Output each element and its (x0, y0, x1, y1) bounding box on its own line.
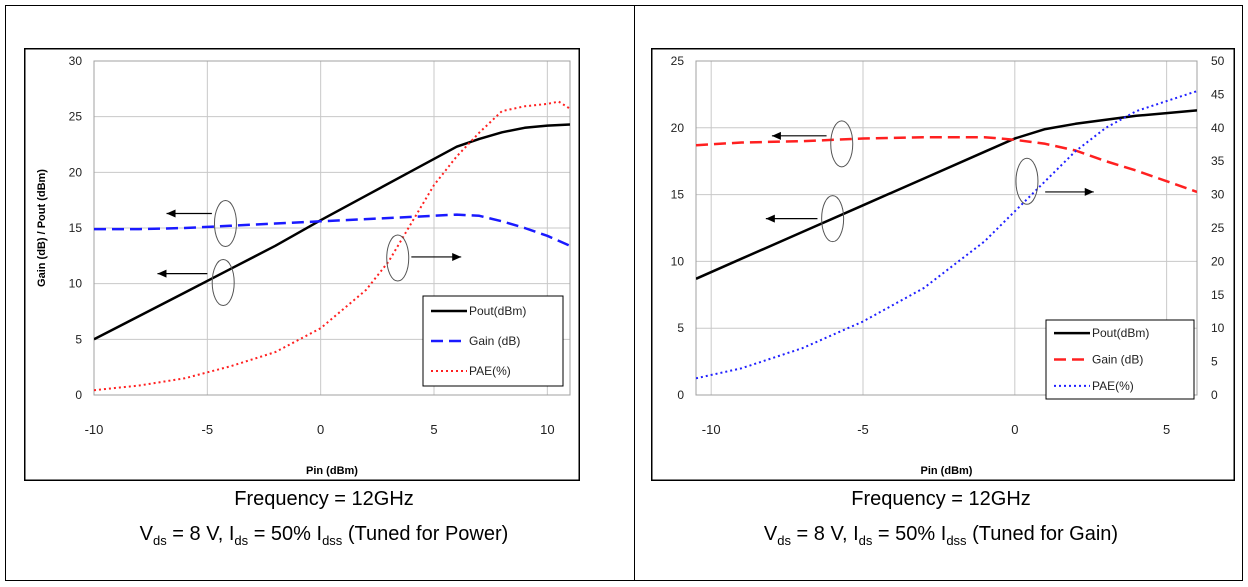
y-tick-label: 25 (69, 110, 83, 124)
caption-sub-idss: dss (322, 533, 343, 548)
legend-label: Gain (dB) (1092, 353, 1143, 367)
y2-tick-label: 10 (1211, 321, 1225, 335)
annotation-ellipse (821, 195, 845, 243)
x-tick-label: -10 (85, 422, 104, 437)
legend-label: PAE(%) (469, 364, 511, 378)
annotation-ellipse (213, 200, 237, 248)
table-divider (634, 5, 635, 581)
y2-tick-label: 30 (1211, 188, 1225, 202)
y2-tick-label: 25 (1211, 221, 1225, 235)
y-tick-label: 20 (69, 165, 83, 179)
caption-sub-ds: ds (153, 533, 167, 548)
y-tick-label: 5 (75, 332, 82, 346)
caption-sub-ids: ds (234, 533, 249, 548)
y2-tick-label: 20 (1211, 254, 1225, 268)
x-tick-label: 5 (1163, 422, 1170, 437)
x-tick-label: -5 (857, 422, 869, 437)
annotation-arrow-head (771, 131, 781, 140)
x-axis-title: Pin (dBm) (921, 465, 973, 477)
x-axis-title: Pin (dBm) (306, 465, 358, 477)
x-tick-label: 0 (317, 422, 324, 437)
y-tick-label: 15 (671, 188, 685, 202)
x-tick-label: -5 (202, 422, 214, 437)
y-axis-title: Gain (dB) / Pout (dBm) (36, 169, 48, 287)
right-caption-frequency: Frequency = 12GHz (641, 488, 1241, 511)
caption-sub-idss: dss (946, 533, 967, 548)
series-line (94, 213, 570, 247)
y-tick-label: 10 (671, 254, 685, 268)
y2-tick-label: 35 (1211, 154, 1225, 168)
y-tick-label: 20 (671, 121, 685, 135)
x-tick-label: 5 (430, 422, 437, 437)
chart-frame (651, 48, 1235, 481)
annotation-ellipse (830, 120, 854, 168)
y2-tick-label: 15 (1211, 288, 1225, 302)
y-tick-label: 25 (671, 54, 685, 68)
y2-tick-label: 0 (1211, 388, 1218, 402)
annotation-ellipse (1015, 157, 1039, 205)
caption-tail: (Tuned for Power) (342, 523, 509, 545)
y2-tick-label: 40 (1211, 121, 1225, 135)
plot-area (695, 60, 1198, 396)
y-tick-label: 30 (69, 54, 83, 68)
figure-table (5, 5, 1243, 581)
caption-tail: (Tuned for Gain) (966, 523, 1119, 545)
annotation-arrow-head (452, 252, 462, 261)
y-tick-label: 15 (69, 221, 83, 235)
annotation-arrow-head (765, 214, 775, 223)
y2-tick-label: 50 (1211, 54, 1225, 68)
series-line (696, 90, 1197, 380)
series-line (94, 123, 570, 341)
caption-sub-ds: ds (777, 533, 791, 548)
left-caption-frequency: Frequency = 12GHz (24, 488, 624, 511)
caption-mid1: = 8 V, I (166, 523, 235, 545)
y-tick-label: 0 (75, 388, 82, 402)
left-chart: 051015202530010203040506070-10-50510Pin … (24, 48, 580, 481)
annotation-arrow-head (166, 209, 176, 218)
caption-sub-ids: ds (858, 533, 873, 548)
legend-label: PAE(%) (1092, 379, 1134, 393)
y-tick-label: 5 (677, 321, 684, 335)
caption-text: Frequency = 12GHz (851, 488, 1031, 510)
annotation-ellipse (211, 259, 235, 307)
right-chart: 0 5 10 15 20 25 0 5 10 15 20 25 30 35 40 45 50 -10 -5 0 5 Pin… (651, 48, 1236, 481)
annotation-arrow-head (1084, 187, 1094, 196)
caption-mid2: = 50% I (248, 523, 323, 545)
caption-v: V (139, 523, 154, 545)
x-tick-label: 0 (1011, 422, 1018, 437)
caption-v: V (763, 523, 778, 545)
x-tick-label: 10 (540, 422, 554, 437)
series-line (696, 109, 1197, 280)
y2-tick-label: 45 (1211, 87, 1225, 101)
legend-label: Pout(dBm) (469, 304, 526, 318)
x-tick-label: -10 (702, 422, 721, 437)
legend-label: Gain (dB) (469, 334, 520, 348)
caption-text: Frequency = 12GHz (234, 488, 414, 510)
right-caption-bias: Vds = 8 V, Ids = 50% Idss (Tuned for Gai… (641, 523, 1241, 548)
left-caption-bias: Vds = 8 V, Ids = 50% Idss (Tuned for Pow… (24, 523, 624, 548)
y-tick-label: 0 (677, 388, 684, 402)
caption-mid2: = 50% I (872, 523, 947, 545)
annotation-ellipse (386, 234, 410, 282)
caption-mid1: = 8 V, I (790, 523, 859, 545)
chart-frame (24, 48, 580, 481)
y2-axis-title: PAE (%) (1235, 207, 1236, 249)
y2-tick-label: 5 (1211, 355, 1218, 369)
annotation-arrow-head (157, 269, 167, 278)
y-tick-label: 10 (69, 277, 83, 291)
legend-label: Pout(dBm) (1092, 326, 1149, 340)
